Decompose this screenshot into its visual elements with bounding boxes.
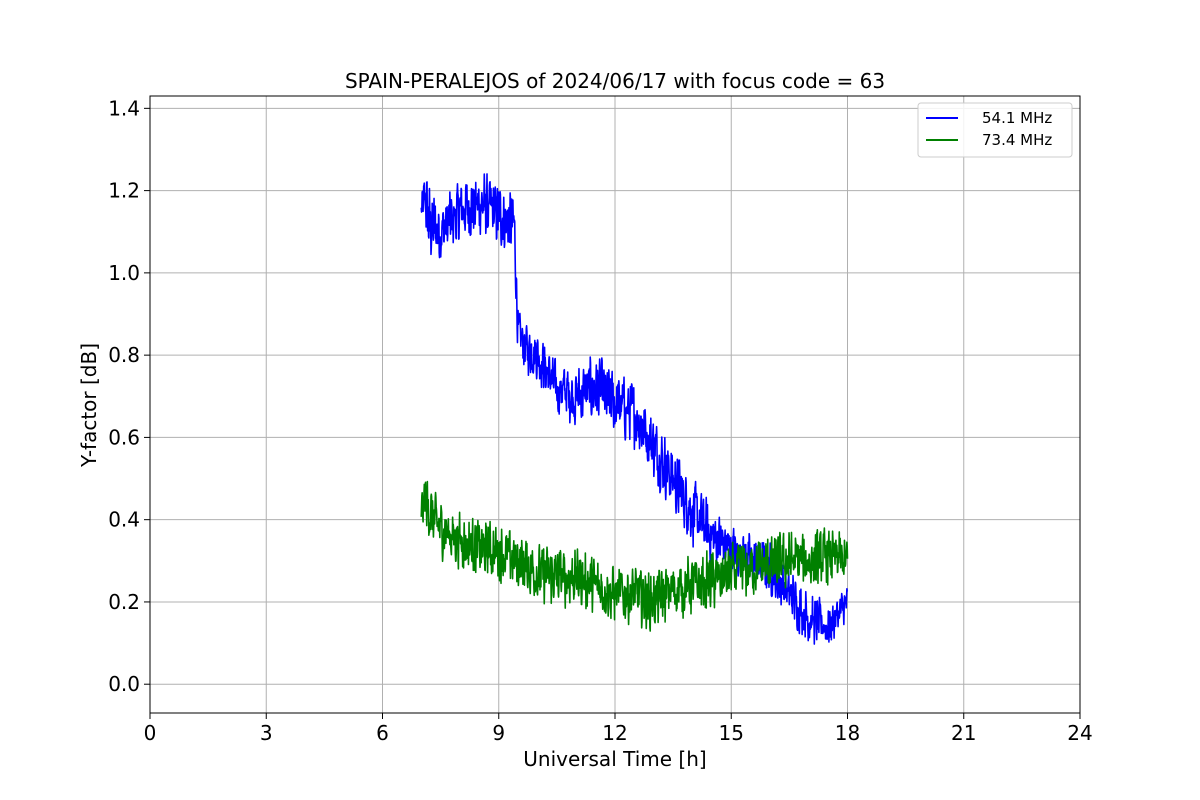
x-tick-label: 12: [602, 721, 627, 745]
chart-title: SPAIN-PERALEJOS of 2024/06/17 with focus…: [345, 69, 885, 93]
y-tick-label: 1.2: [108, 179, 140, 203]
x-tick-label: 18: [835, 721, 860, 745]
legend-label-54mhz: 54.1 MHz: [982, 109, 1052, 127]
x-tick-label: 3: [260, 721, 273, 745]
series-layer: [420, 173, 849, 645]
x-tick-label: 24: [1067, 721, 1092, 745]
y-axis-ticks: 0.0 0.2 0.4 0.6 0.8 1.0 1.2 1.4: [108, 96, 150, 696]
legend: 54.1 MHz 73.4 MHz: [917, 102, 1073, 158]
legend-box: [917, 102, 1073, 158]
x-axis-ticks: 0 3 6 9 12 15 18 21 24: [144, 713, 1093, 745]
x-tick-label: 15: [719, 721, 744, 745]
x-tick-label: 9: [492, 721, 505, 745]
x-tick-label: 6: [376, 721, 389, 745]
y-tick-label: 0.8: [108, 343, 140, 367]
y-tick-label: 0.6: [108, 425, 140, 449]
legend-label-73mhz: 73.4 MHz: [982, 131, 1052, 149]
x-axis-label: Universal Time [h]: [523, 747, 706, 771]
y-tick-label: 0.0: [108, 672, 140, 696]
series-73mhz-line: [420, 480, 849, 632]
y-tick-label: 0.2: [108, 590, 140, 614]
y-tick-label: 1.0: [108, 261, 140, 285]
y-tick-label: 0.4: [108, 508, 140, 532]
x-tick-label: 0: [144, 721, 157, 745]
x-tick-label: 21: [951, 721, 976, 745]
y-axis-label: Y-factor [dB]: [77, 343, 101, 468]
y-tick-label: 1.4: [108, 96, 140, 120]
